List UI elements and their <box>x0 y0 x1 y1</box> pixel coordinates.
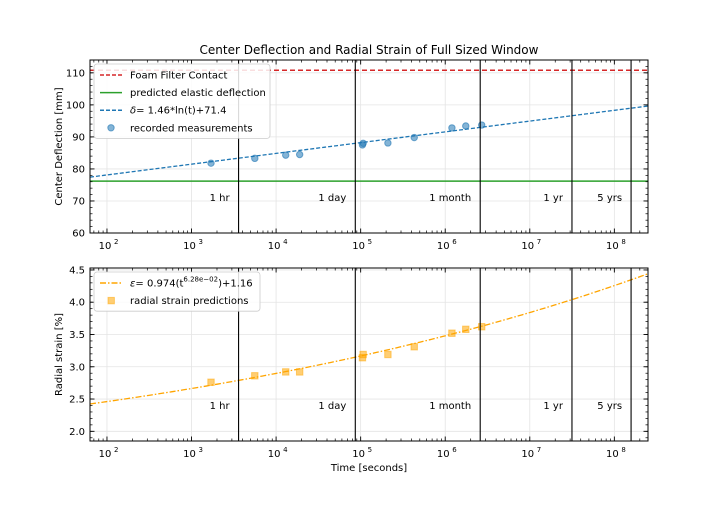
fit-curve <box>90 273 648 405</box>
y-axis-label: Center Deflection [mm] <box>54 87 65 205</box>
x-tick-label: 10 <box>183 449 196 460</box>
data-point <box>410 133 418 142</box>
data-point <box>477 121 486 129</box>
y-tick-label: 110 <box>66 68 85 79</box>
legend-label: recorded measurements <box>130 123 253 134</box>
y-tick-label: 3.0 <box>69 362 85 373</box>
data-point <box>282 368 290 376</box>
figure-title: Center Deflection and Radial Strain of F… <box>200 43 539 57</box>
legend-label: ε= 0.974(t6.28e−02)+1.16 <box>130 276 253 290</box>
x-tick-label: 10 <box>352 241 365 252</box>
x-tick-exponent: 6 <box>452 446 457 454</box>
x-tick-exponent: 3 <box>199 446 203 454</box>
x-tick-label: 10 <box>437 449 450 460</box>
x-tick-label: 10 <box>437 241 450 252</box>
data-point <box>207 378 215 386</box>
y-tick-label: 90 <box>72 132 85 143</box>
data-point <box>251 372 259 380</box>
y-tick-label: 2.5 <box>69 395 85 406</box>
x-tick-exponent: 5 <box>368 446 372 454</box>
y-tick-label: 4.5 <box>69 265 85 276</box>
legend-handle <box>107 124 115 132</box>
data-point <box>462 325 470 334</box>
data-point <box>282 151 290 159</box>
data-point <box>477 323 486 331</box>
x-tick-label: 10 <box>268 449 281 460</box>
y-tick-label: 3.5 <box>69 330 85 341</box>
data-point <box>410 343 418 351</box>
legend-handle <box>107 296 115 305</box>
data-point <box>295 368 304 376</box>
legend-label: radial strain predictions <box>130 296 249 307</box>
vline-label: 1 month <box>429 401 471 412</box>
vline-label: 5 yrs <box>597 401 622 412</box>
x-tick-label: 10 <box>99 449 112 460</box>
y-tick-label: 2.0 <box>69 427 85 438</box>
x-tick-label: 10 <box>268 241 281 252</box>
x-tick-exponent: 3 <box>199 238 203 246</box>
x-tick-exponent: 4 <box>283 238 288 246</box>
data-point <box>295 150 304 159</box>
x-tick-exponent: 7 <box>537 446 541 454</box>
x-tick-exponent: 6 <box>452 238 457 246</box>
x-tick-label: 10 <box>521 241 534 252</box>
x-tick-label: 10 <box>606 241 619 252</box>
data-point <box>207 159 215 167</box>
vline-label: 1 month <box>429 193 471 204</box>
data-point <box>359 139 367 147</box>
x-tick-label: 10 <box>606 449 619 460</box>
data-point <box>448 329 456 337</box>
legend-label: predicted elastic deflection <box>130 88 266 99</box>
y-tick-label: 80 <box>72 164 85 175</box>
x-tick-label: 10 <box>183 241 196 252</box>
axes-frame <box>89 59 649 234</box>
legend-box <box>93 271 261 312</box>
data-point <box>384 139 392 147</box>
y-tick-label: 100 <box>66 100 85 111</box>
y-tick-label: 4.0 <box>69 298 85 309</box>
vline-label: 1 day <box>318 401 346 412</box>
x-tick-label: 10 <box>352 449 365 460</box>
legend-box <box>93 63 271 139</box>
x-tick-exponent: 8 <box>621 446 625 454</box>
x-tick-exponent: 8 <box>621 238 625 246</box>
x-tick-exponent: 5 <box>368 238 372 246</box>
x-tick-exponent: 4 <box>283 446 288 454</box>
vline-label: 1 hr <box>210 193 231 204</box>
legend: ε= 0.974(t6.28e−02)+1.16 radial strain pr… <box>93 271 261 312</box>
legend-label: Foam Filter Contact <box>130 71 227 82</box>
fit-curve <box>90 105 648 178</box>
legend: Foam Filter Contact predicted elastic def… <box>93 63 271 139</box>
y-axis-label: Radial strain [%] <box>54 313 65 396</box>
x-tick-exponent: 7 <box>537 238 541 246</box>
data-point <box>448 124 456 132</box>
vline-label: 1 yr <box>543 401 563 412</box>
vline-label: 1 day <box>318 193 346 204</box>
x-tick-exponent: 2 <box>114 238 118 246</box>
vline-label: 5 yrs <box>597 193 622 204</box>
legend-label: δ= 1.46*ln(t)+71.4 <box>130 106 226 117</box>
data-point <box>384 350 392 359</box>
y-tick-label: 60 <box>72 229 85 240</box>
data-point <box>359 350 367 359</box>
vline-label: 1 hr <box>210 401 231 412</box>
x-tick-label: 10 <box>521 449 534 460</box>
axes-frame <box>89 267 649 442</box>
x-tick-label: 10 <box>99 241 112 252</box>
y-tick-label: 70 <box>72 196 85 207</box>
data-point <box>251 154 259 163</box>
x-axis-label: Time [seconds] <box>330 463 407 474</box>
x-tick-exponent: 2 <box>114 446 118 454</box>
vline-label: 1 yr <box>543 193 563 204</box>
plot-area <box>90 268 648 441</box>
data-point <box>462 122 470 130</box>
